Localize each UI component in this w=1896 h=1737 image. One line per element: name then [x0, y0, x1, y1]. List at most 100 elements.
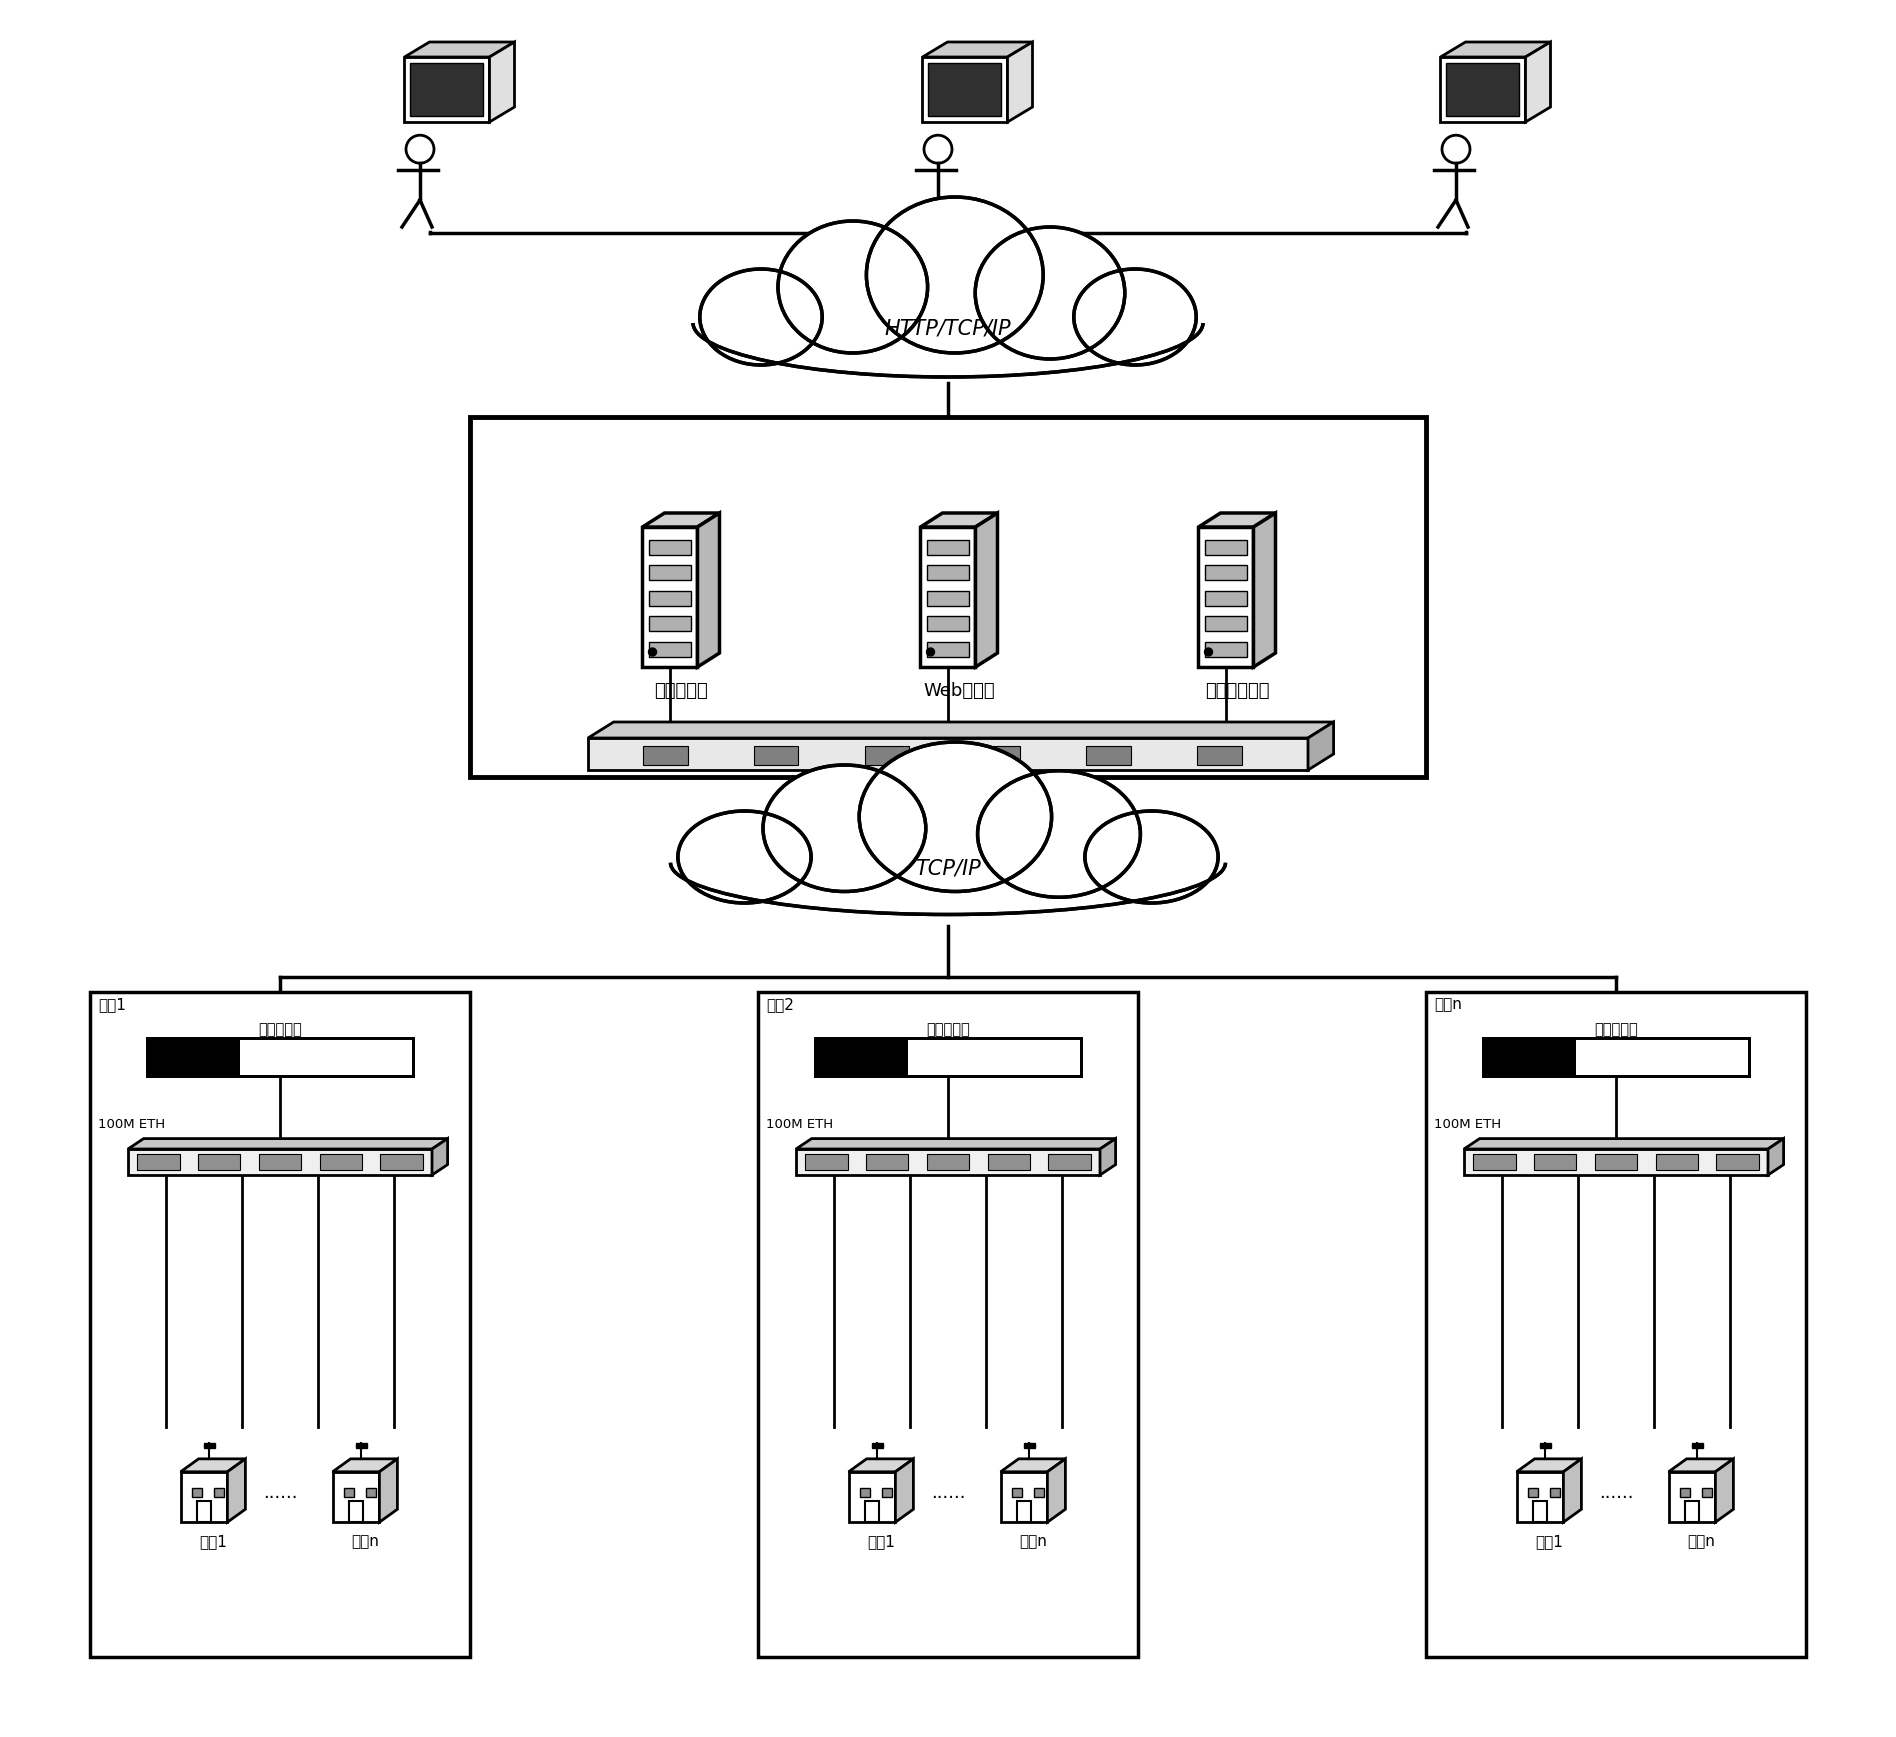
Text: 100M ETH: 100M ETH: [766, 1119, 832, 1131]
Ellipse shape: [700, 269, 823, 365]
Polygon shape: [489, 42, 514, 122]
Ellipse shape: [762, 764, 925, 891]
Polygon shape: [411, 63, 483, 116]
FancyBboxPatch shape: [320, 1153, 362, 1169]
FancyBboxPatch shape: [258, 1153, 301, 1169]
Ellipse shape: [978, 771, 1139, 898]
Ellipse shape: [781, 224, 925, 351]
FancyBboxPatch shape: [137, 1153, 180, 1169]
Polygon shape: [1018, 1501, 1031, 1522]
FancyBboxPatch shape: [1206, 617, 1248, 631]
Polygon shape: [1001, 1459, 1066, 1471]
Circle shape: [1204, 648, 1213, 657]
Polygon shape: [1012, 1489, 1022, 1497]
Polygon shape: [796, 1148, 1100, 1174]
Polygon shape: [345, 1489, 355, 1497]
Polygon shape: [1517, 1471, 1564, 1522]
Polygon shape: [148, 1039, 241, 1075]
Polygon shape: [404, 57, 489, 122]
FancyBboxPatch shape: [1426, 992, 1807, 1657]
Ellipse shape: [681, 813, 808, 902]
Polygon shape: [1686, 1501, 1699, 1522]
Polygon shape: [1308, 723, 1333, 769]
Polygon shape: [865, 1501, 878, 1522]
Ellipse shape: [975, 228, 1124, 360]
Polygon shape: [1035, 1489, 1043, 1497]
Polygon shape: [148, 1039, 413, 1075]
Text: 机房1: 机房1: [1536, 1534, 1562, 1549]
FancyBboxPatch shape: [1048, 1153, 1090, 1169]
Ellipse shape: [866, 196, 1043, 353]
FancyBboxPatch shape: [648, 591, 690, 606]
FancyBboxPatch shape: [1206, 565, 1248, 580]
FancyBboxPatch shape: [470, 417, 1426, 776]
Polygon shape: [1464, 1138, 1784, 1148]
FancyBboxPatch shape: [89, 992, 470, 1657]
Text: 采集管理器: 采集管理器: [925, 1021, 971, 1037]
Polygon shape: [1198, 526, 1253, 667]
Polygon shape: [861, 1489, 870, 1497]
FancyBboxPatch shape: [648, 641, 690, 657]
Polygon shape: [1441, 42, 1551, 57]
Text: 机房1: 机房1: [199, 1534, 228, 1549]
Circle shape: [406, 135, 434, 163]
Ellipse shape: [1073, 269, 1196, 365]
Ellipse shape: [671, 811, 1225, 914]
Polygon shape: [1680, 1489, 1689, 1497]
Text: ......: ......: [931, 1485, 965, 1503]
Polygon shape: [920, 512, 997, 526]
Polygon shape: [1198, 512, 1276, 526]
Polygon shape: [1447, 63, 1519, 116]
FancyBboxPatch shape: [976, 745, 1020, 766]
Polygon shape: [872, 1443, 884, 1449]
Polygon shape: [698, 512, 719, 667]
Polygon shape: [588, 723, 1333, 738]
Polygon shape: [849, 1471, 895, 1522]
Text: ......: ......: [1598, 1485, 1632, 1503]
FancyBboxPatch shape: [381, 1153, 423, 1169]
Polygon shape: [1483, 1039, 1748, 1075]
FancyBboxPatch shape: [1473, 1153, 1515, 1169]
Polygon shape: [203, 1443, 214, 1449]
Polygon shape: [356, 1443, 368, 1449]
Polygon shape: [929, 63, 1001, 116]
Ellipse shape: [766, 768, 923, 889]
Text: 应用服务器: 应用服务器: [654, 683, 707, 700]
Ellipse shape: [870, 200, 1039, 349]
Text: Web服务器: Web服务器: [923, 683, 995, 700]
Polygon shape: [1464, 1148, 1767, 1174]
FancyBboxPatch shape: [648, 617, 690, 631]
Polygon shape: [228, 1459, 245, 1522]
Text: 100M ETH: 100M ETH: [1433, 1119, 1502, 1131]
FancyBboxPatch shape: [927, 617, 969, 631]
Polygon shape: [895, 1459, 914, 1522]
Ellipse shape: [1088, 813, 1215, 902]
FancyBboxPatch shape: [1655, 1153, 1699, 1169]
Polygon shape: [1767, 1138, 1784, 1174]
FancyBboxPatch shape: [927, 565, 969, 580]
Polygon shape: [332, 1471, 379, 1522]
Polygon shape: [1047, 1459, 1066, 1522]
Ellipse shape: [980, 773, 1138, 895]
Polygon shape: [1668, 1471, 1716, 1522]
Polygon shape: [1668, 1459, 1733, 1471]
Polygon shape: [796, 1138, 1115, 1148]
Polygon shape: [1517, 1459, 1581, 1471]
FancyBboxPatch shape: [1206, 591, 1248, 606]
Polygon shape: [815, 1039, 908, 1075]
Polygon shape: [1483, 1039, 1576, 1075]
Text: 站点n: 站点n: [1433, 997, 1462, 1013]
Polygon shape: [129, 1138, 447, 1148]
Polygon shape: [214, 1489, 224, 1497]
Circle shape: [927, 648, 935, 657]
Ellipse shape: [679, 811, 811, 903]
Polygon shape: [976, 512, 997, 667]
Polygon shape: [588, 738, 1308, 769]
Polygon shape: [404, 42, 514, 57]
Polygon shape: [1691, 1443, 1703, 1449]
Polygon shape: [1528, 1489, 1538, 1497]
Ellipse shape: [777, 221, 927, 353]
Circle shape: [648, 648, 656, 657]
FancyBboxPatch shape: [648, 540, 690, 556]
Polygon shape: [923, 42, 1033, 57]
